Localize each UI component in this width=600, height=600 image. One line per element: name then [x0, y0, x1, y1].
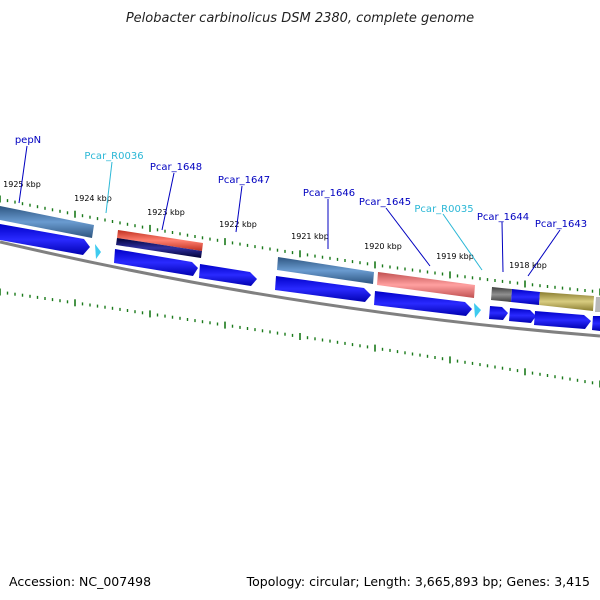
feature-pcar-1646[interactable] [277, 257, 374, 284]
kbp-label: 1924 kbp [74, 194, 112, 203]
cds-arrow-8[interactable] [534, 311, 591, 329]
gene-label-pcar-1646[interactable]: Pcar_1646 [303, 188, 355, 199]
feature-pcar-1644-gray[interactable] [491, 287, 512, 302]
gene-label-pcar-r0035[interactable]: Pcar_R0035 [414, 204, 473, 215]
rna-arrow-2[interactable] [474, 303, 481, 318]
leader-line [527, 229, 561, 277]
rna-arrow-1[interactable] [95, 244, 101, 259]
feature-pepN[interactable] [0, 206, 94, 238]
scale-ticks-lower [0, 288, 600, 388]
leader-line [161, 172, 175, 231]
cds-arrow-3[interactable] [199, 264, 257, 286]
genome-summary-text: Topology: circular; Length: 3,665,893 bp… [246, 574, 590, 589]
accession-text: Accession: NC_007498 [9, 574, 151, 589]
cds-arrow-9[interactable] [592, 316, 600, 331]
cds-arrow-6[interactable] [489, 306, 508, 320]
leader-line [442, 213, 483, 271]
cds-arrow-5[interactable] [374, 291, 472, 316]
feature-track-top [0, 206, 600, 312]
kbp-label: 1918 kbp [509, 261, 547, 270]
leader-line [385, 207, 431, 267]
genome-backbone [0, 240, 600, 338]
leader-line [501, 221, 504, 273]
kbp-label: 1920 kbp [364, 242, 402, 251]
gene-label-pcar-1644[interactable]: Pcar_1644 [477, 212, 529, 223]
gene-label-pcar-1648[interactable]: Pcar_1648 [150, 162, 202, 173]
gene-label-pcar-r0036[interactable]: Pcar_R0036 [84, 151, 143, 162]
leader-line [18, 145, 28, 204]
gene-label-leaders [18, 145, 561, 277]
feature-pcar-1643[interactable] [539, 292, 594, 311]
gene-label-pcar-1645[interactable]: Pcar_1645 [359, 197, 411, 208]
feature-pcar-1648-navy[interactable] [116, 238, 202, 258]
cds-arrow-4[interactable] [275, 276, 371, 302]
cds-arrow-7[interactable] [509, 308, 536, 323]
cds-arrow-track [0, 224, 600, 331]
gene-labels: pepN Pcar_R0036 Pcar_1648 Pcar_1647 Pcar… [15, 135, 587, 230]
leader-line [235, 185, 243, 233]
feature-pcar-1648-red[interactable] [117, 230, 203, 251]
kbp-label: 1919 kbp [436, 252, 474, 261]
gene-label-pcar-1647[interactable]: Pcar_1647 [218, 175, 270, 186]
scale-ticks-upper [0, 195, 600, 296]
leader-line [105, 161, 113, 214]
gene-label-pepN[interactable]: pepN [15, 135, 41, 146]
cds-arrow-2[interactable] [114, 249, 198, 276]
feature-pcar-1644-blue[interactable] [511, 289, 540, 305]
kbp-label: 1921 kbp [291, 232, 329, 241]
cds-arrow-1[interactable] [0, 224, 90, 255]
kbp-label: 1922 kbp [219, 220, 257, 229]
feature-pcar-1645[interactable] [377, 272, 475, 298]
feature-edge-gray[interactable] [595, 297, 600, 312]
gene-label-pcar-1643[interactable]: Pcar_1643 [535, 219, 587, 230]
map-title: Pelobacter carbinolicus DSM 2380, comple… [126, 11, 474, 26]
